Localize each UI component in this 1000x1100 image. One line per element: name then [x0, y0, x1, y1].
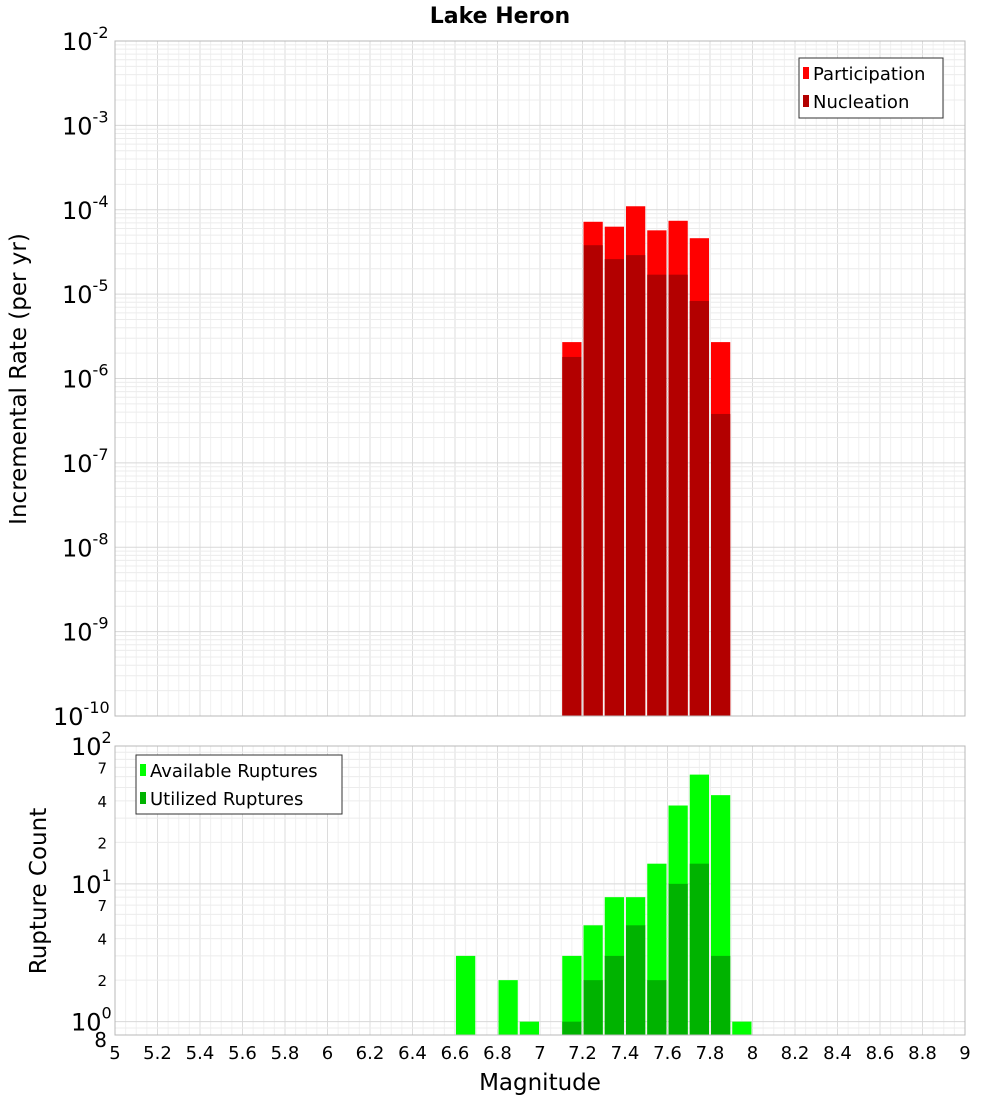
x-tick-label: 9 — [959, 1043, 970, 1064]
legend-participation-swatch — [803, 67, 809, 79]
top-y-tick-label: 10-3 — [62, 107, 109, 140]
x-tick-label: 7 — [534, 1043, 545, 1064]
top-y-tick-label: 10-4 — [62, 192, 109, 225]
bottom-y-axis-label: Rupture Count — [26, 808, 52, 974]
utilized-ruptures-bar — [668, 883, 688, 1035]
top-plot-frame — [114, 40, 966, 717]
x-tick-labels: 5 5.2 5.4 5.6 5.8 6 6.2 6.4 6.6 6.8 7 7.2 7.4 7.6 7.8 8… — [109, 1043, 970, 1064]
top-y-tick-label: 10-6 — [62, 361, 109, 394]
top-chart-panel: 10-10 10-9 10-8 10-7 10-6 10-5 10-4 10-3 10-2 In… — [6, 23, 966, 731]
nucleation-bar — [711, 413, 731, 716]
x-tick-label: 7.2 — [568, 1043, 597, 1064]
x-tick-label: 6.6 — [441, 1043, 470, 1064]
top-y-tick-label: 10-5 — [62, 276, 109, 309]
x-tick-label: 6.8 — [483, 1043, 512, 1064]
utilized-ruptures-bar — [583, 980, 603, 1035]
x-tick-label: 8.4 — [823, 1043, 852, 1064]
utilized-ruptures-bar — [647, 980, 667, 1035]
top-y-tick-labels: 10-10 10-9 10-8 10-7 10-6 10-5 10-4 10-3 10-2 — [53, 23, 110, 731]
x-tick-label: 8.6 — [866, 1043, 895, 1064]
x-tick-label: 8.2 — [781, 1043, 810, 1064]
utilized-ruptures-bar — [689, 863, 709, 1035]
legend-nucleation-swatch — [803, 95, 809, 107]
nucleation-bar — [626, 255, 646, 716]
bottom-y-minor-tick-label: 7 — [97, 759, 107, 777]
x-tick-label: 5.8 — [271, 1043, 300, 1064]
x-tick-label: 6 — [322, 1043, 333, 1064]
bottom-y-tick-label: 100 — [71, 1004, 112, 1037]
nucleation-bar — [647, 274, 667, 716]
x-tick-label: 6.2 — [356, 1043, 385, 1064]
legend-utilized-swatch — [140, 792, 146, 804]
bottom-y-minor-tick-label: 4 — [97, 793, 107, 811]
legend-available-label: Available Ruptures — [150, 761, 318, 782]
bottom-y-minor-tick-label: 2 — [97, 972, 107, 990]
x-tick-label: 8.8 — [908, 1043, 937, 1064]
top-legend-box — [798, 57, 944, 119]
bottom-y-tick-label: 102 — [71, 728, 112, 761]
top-bars — [562, 206, 731, 717]
x-tick-label: 7.8 — [696, 1043, 725, 1064]
bottom-legend-box — [135, 754, 343, 815]
x-tick-label: 5.4 — [186, 1043, 215, 1064]
x-tick-label: 5.2 — [143, 1043, 172, 1064]
legend-nucleation-label: Nucleation — [813, 92, 909, 113]
x-axis-label: Magnitude — [479, 1070, 601, 1096]
x-tick-label: 5 — [109, 1043, 120, 1064]
nucleation-bar — [689, 300, 709, 716]
bottom-legend: Available Ruptures Utilized Ruptures — [135, 754, 343, 815]
bottom-y-tick-labels: 100 101 102 8 2 4 7 2 4 7 — [71, 728, 112, 1052]
x-tick-label: 7.4 — [611, 1043, 640, 1064]
available-ruptures-bar — [456, 955, 476, 1035]
top-y-tick-label: 10-7 — [62, 445, 109, 478]
available-ruptures-bar — [562, 955, 582, 1035]
top-y-axis-label: Incremental Rate (per yr) — [6, 233, 32, 525]
x-tick-label: 5.6 — [228, 1043, 257, 1064]
top-y-tick-label: 10-8 — [62, 529, 109, 562]
available-ruptures-bar — [498, 980, 518, 1035]
nucleation-bar — [668, 274, 688, 716]
utilized-ruptures-bar — [604, 955, 624, 1035]
bottom-chart-panel: 100 101 102 8 2 4 7 2 4 7 Rupture Count Available… — [26, 728, 966, 1052]
nucleation-bar — [562, 356, 582, 716]
top-y-tick-label: 10-10 — [53, 698, 110, 731]
top-y-tick-label: 10-9 — [62, 614, 109, 647]
top-legend: Participation Nucleation — [798, 57, 944, 119]
legend-participation-label: Participation — [813, 64, 925, 85]
x-tick-label: 6.4 — [398, 1043, 427, 1064]
available-ruptures-bar — [732, 1021, 752, 1035]
bottom-y-minor-tick-label: 2 — [97, 834, 107, 852]
legend-available-swatch — [140, 764, 146, 776]
utilized-ruptures-bar — [626, 925, 646, 1035]
bottom-y-minor-tick-label: 4 — [97, 931, 107, 949]
top-grid — [114, 41, 966, 717]
top-y-tick-label: 10-2 — [62, 23, 109, 56]
legend-utilized-label: Utilized Ruptures — [150, 789, 303, 810]
x-tick-label: 7.6 — [653, 1043, 682, 1064]
chart-title: Lake Heron — [430, 4, 570, 29]
bottom-y-tick-label: 101 — [71, 866, 112, 899]
utilized-ruptures-bar — [562, 1021, 582, 1035]
bottom-y-minor-tick-label: 8 — [94, 1028, 107, 1052]
available-ruptures-bar — [519, 1021, 539, 1035]
bottom-bars — [456, 774, 752, 1035]
bottom-y-minor-tick-label: 7 — [97, 897, 107, 915]
x-tick-label: 8 — [747, 1043, 758, 1064]
nucleation-bar — [604, 259, 624, 716]
nucleation-bar — [583, 245, 603, 717]
bottom-plot-frame — [114, 745, 966, 1036]
utilized-ruptures-bar — [711, 955, 731, 1035]
